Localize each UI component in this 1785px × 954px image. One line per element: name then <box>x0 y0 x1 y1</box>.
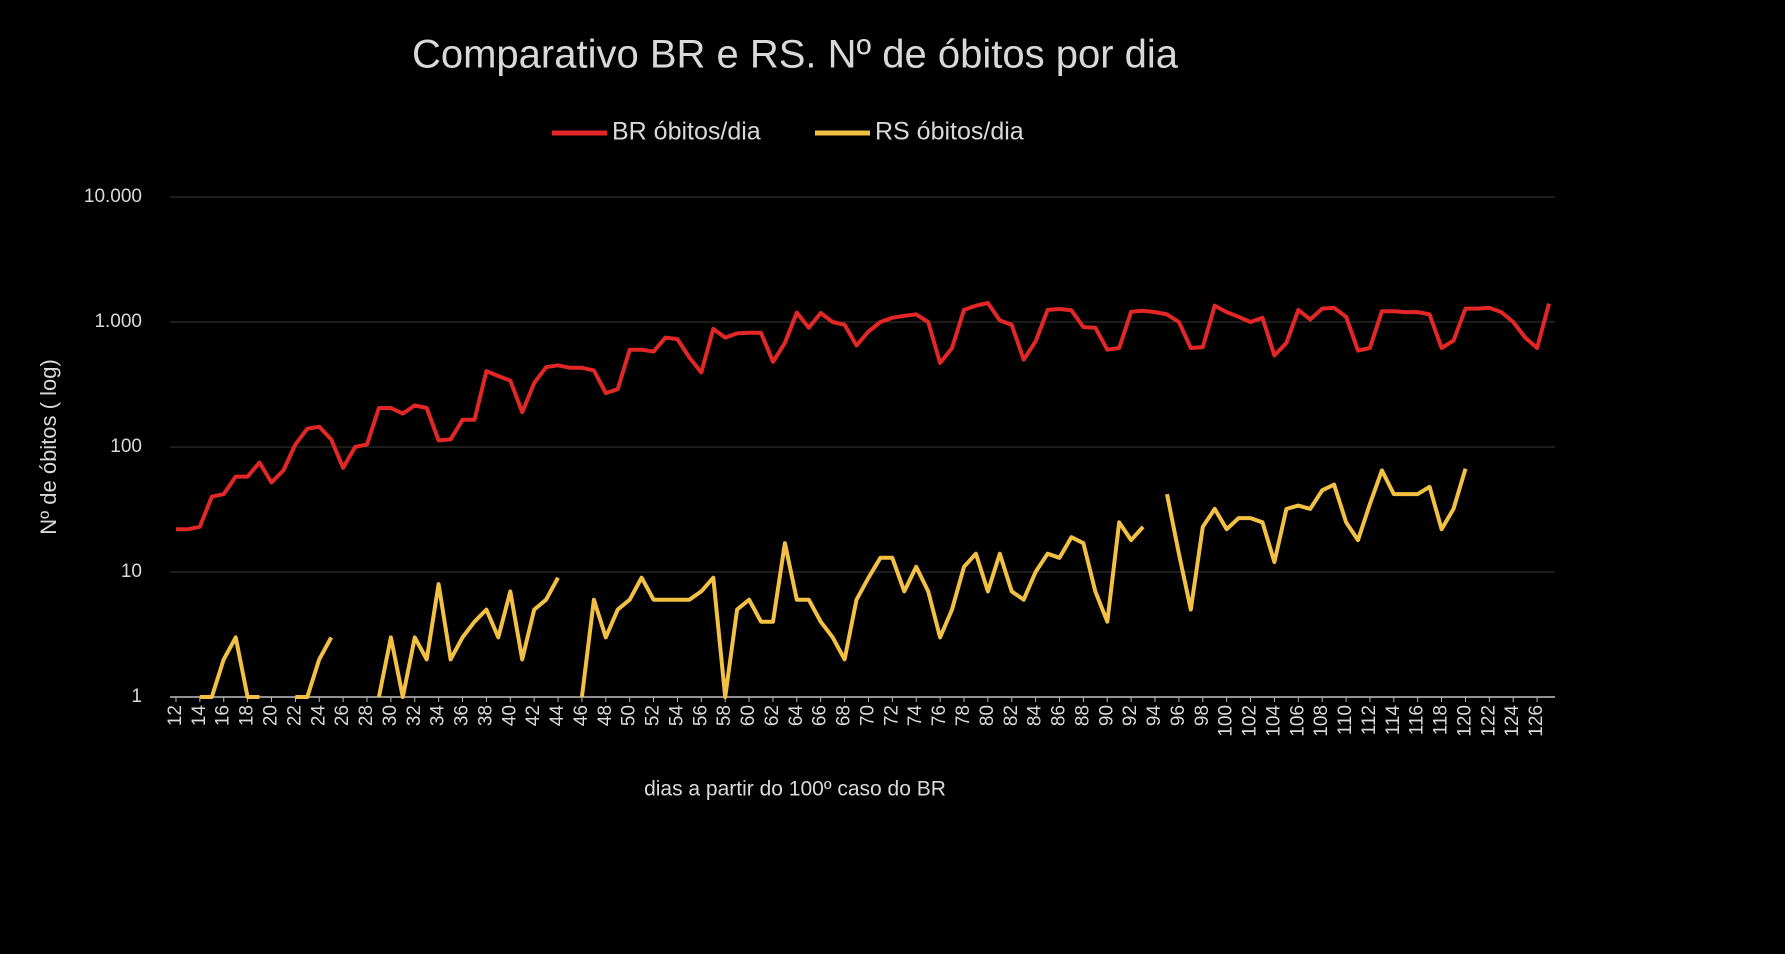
series-line <box>176 301 1551 532</box>
x-tick-label: 96 <box>1168 705 1189 726</box>
x-tick-label: 102 <box>1240 705 1261 737</box>
x-tick-label: 58 <box>714 705 735 726</box>
legend-label: RS óbitos/dia <box>875 118 1024 146</box>
x-tick-label: 76 <box>929 705 950 726</box>
series-line <box>376 576 560 699</box>
x-tick-label: 66 <box>810 705 831 726</box>
x-tick-label: 106 <box>1287 705 1308 737</box>
y-tick-label: 100 <box>110 436 142 457</box>
x-tick-label: 98 <box>1192 705 1213 726</box>
series-line <box>579 520 1145 699</box>
x-tick-label: 36 <box>452 705 473 726</box>
series-line <box>1165 468 1468 612</box>
x-tick-label: 22 <box>284 705 305 726</box>
x-tick-label: 40 <box>499 705 520 726</box>
x-tick-label: 20 <box>261 705 282 726</box>
x-tick-label: 38 <box>475 705 496 726</box>
x-tick-label: 104 <box>1263 705 1284 737</box>
x-tick-label: 112 <box>1359 705 1380 735</box>
x-tick-label: 114 <box>1383 705 1404 736</box>
y-axis-label: Nº de óbitos ( log) <box>36 359 61 535</box>
x-tick-label: 74 <box>905 705 926 727</box>
x-tick-label: 42 <box>523 705 544 726</box>
x-tick-label: 44 <box>547 705 568 727</box>
series-line <box>199 635 260 699</box>
x-tick-label: 90 <box>1096 705 1117 726</box>
x-tick-label: 56 <box>690 705 711 726</box>
x-tick-label: 94 <box>1144 705 1165 727</box>
x-tick-label: 118 <box>1431 705 1452 735</box>
x-tick-label: 26 <box>332 705 353 726</box>
x-tick-label: 92 <box>1120 705 1141 726</box>
x-tick-label: 48 <box>595 705 616 726</box>
x-tick-label: 64 <box>786 705 807 727</box>
x-tick-label: 110 <box>1335 705 1356 735</box>
x-tick-label: 124 <box>1502 705 1523 737</box>
x-tick-label: 70 <box>857 705 878 726</box>
x-tick-label: 68 <box>834 705 855 726</box>
x-tick-label: 28 <box>356 705 377 726</box>
x-tick-label: 34 <box>428 705 449 727</box>
x-tick-label: 32 <box>404 705 425 726</box>
x-tick-label: 24 <box>308 705 329 727</box>
x-tick-label: 126 <box>1526 705 1547 737</box>
series-line <box>295 636 333 699</box>
x-tick-label: 78 <box>953 705 974 726</box>
x-tick-label: 72 <box>881 705 902 726</box>
x-tick-label: 80 <box>977 705 998 726</box>
x-tick-label: 30 <box>380 705 401 726</box>
x-tick-label: 86 <box>1049 705 1070 726</box>
x-tick-label: 52 <box>643 705 664 726</box>
x-tick-label: 108 <box>1311 705 1332 737</box>
y-tick-label: 1.000 <box>94 311 142 332</box>
y-tick-label: 1 <box>131 686 142 707</box>
legend-label: BR óbitos/dia <box>612 118 761 146</box>
x-tick-label: 54 <box>666 705 687 727</box>
x-tick-label: 120 <box>1454 705 1475 737</box>
chart-title: Comparativo BR e RS. Nº de óbitos por di… <box>412 33 1179 77</box>
x-tick-label: 62 <box>762 705 783 726</box>
y-tick-label: 10 <box>121 561 142 582</box>
x-tick-label: 88 <box>1072 705 1093 726</box>
x-tick-label: 116 <box>1407 705 1428 735</box>
x-tick-label: 12 <box>165 705 186 726</box>
x-tick-label: 60 <box>738 705 759 726</box>
x-axis-label: dias a partir do 100º caso do BR <box>644 778 946 801</box>
x-tick-label: 16 <box>213 705 234 726</box>
x-tick-label: 122 <box>1478 705 1499 737</box>
x-tick-label: 18 <box>237 705 258 726</box>
x-tick-label: 14 <box>189 705 210 727</box>
x-tick-label: 46 <box>571 705 592 726</box>
y-tick-label: 10.000 <box>84 186 142 207</box>
x-tick-label: 100 <box>1216 705 1237 737</box>
x-tick-label: 84 <box>1025 705 1046 727</box>
x-tick-label: 82 <box>1001 705 1022 726</box>
x-tick-label: 50 <box>619 705 640 726</box>
